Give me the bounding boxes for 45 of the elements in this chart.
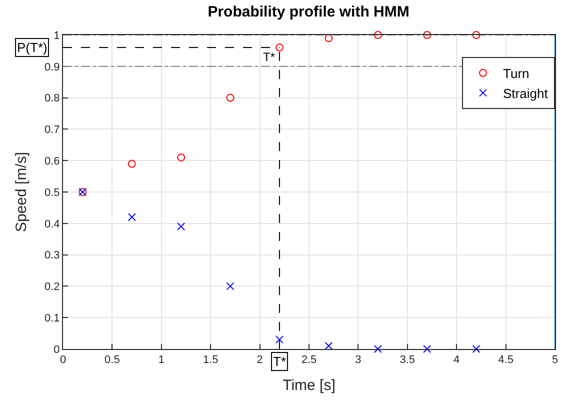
point <box>177 153 186 162</box>
y-tick-label: 1 <box>54 30 60 42</box>
y-tick-label: 0.8 <box>44 92 60 105</box>
y-tick-label: 0.3 <box>44 250 60 262</box>
point <box>472 31 480 39</box>
ref-line-label: T* <box>273 354 286 369</box>
x-tick-label: 3 <box>355 354 362 366</box>
point <box>275 44 284 52</box>
annotation: T* <box>263 50 276 64</box>
y-axis-title: Speed [m/s] <box>12 152 30 232</box>
y-tick-label: 0.9 <box>44 61 60 74</box>
point <box>324 34 333 42</box>
point <box>423 345 432 353</box>
y-tick-label: 0 <box>54 344 60 356</box>
y-tick-label: 0.1 <box>44 312 60 324</box>
x-tick-label: 2.5 <box>301 354 317 366</box>
y-tick-label: 0.7 <box>44 124 60 136</box>
chart-title: Probability profile with HMM <box>208 4 410 21</box>
x-tick-label: 1 <box>158 354 164 366</box>
x-tick-label: 4.5 <box>498 354 514 366</box>
point <box>226 94 234 102</box>
point <box>128 213 136 222</box>
x-tick-label: 3.5 <box>400 354 416 366</box>
x-tick-label: 5 <box>552 354 558 366</box>
x-tick-label: 1.5 <box>202 354 218 366</box>
point <box>128 160 136 168</box>
point <box>275 336 284 344</box>
point <box>374 345 382 353</box>
x-tick-label: 2 <box>256 354 263 366</box>
y-tick-label: 0.6 <box>44 155 60 168</box>
point <box>324 342 333 350</box>
x-tick-label: 0.5 <box>104 354 120 366</box>
point <box>472 345 480 353</box>
y-tick-label: 0.5 <box>44 186 60 199</box>
legend-label: Straight <box>503 86 548 101</box>
y-tick-label: 0.4 <box>44 218 60 230</box>
x-tick-label: 4 <box>454 354 460 366</box>
point <box>374 31 382 39</box>
point <box>226 282 234 290</box>
legend-label: Turn <box>503 66 530 81</box>
y-tick-label: 0.2 <box>44 281 60 294</box>
point <box>177 222 186 231</box>
ref-line-label: P(T*) <box>17 40 48 55</box>
x-axis-title: Time [s] <box>282 377 336 394</box>
point <box>423 31 432 39</box>
